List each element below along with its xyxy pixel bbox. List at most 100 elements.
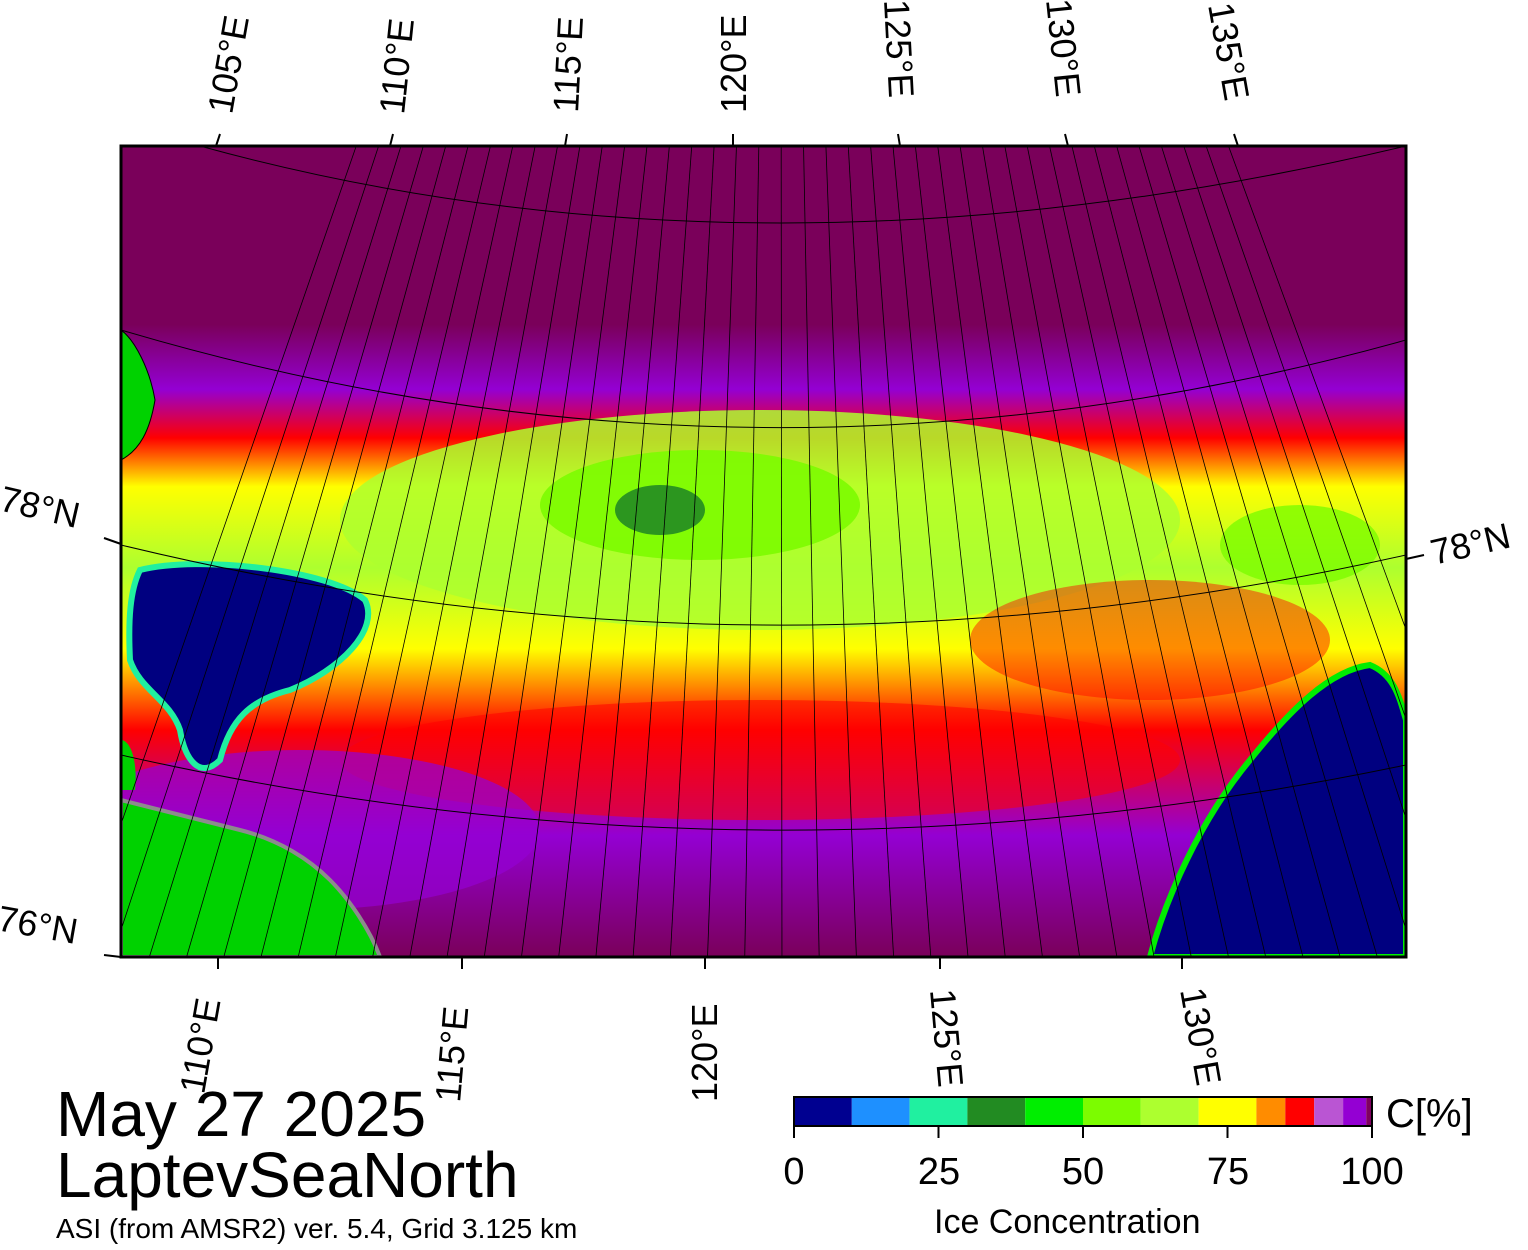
graticule-lon-line (803, 146, 820, 957)
tick (215, 133, 221, 147)
ice-edge-red-east (970, 580, 1330, 700)
graticule-lon-line (558, 146, 648, 957)
land-severnaya-zemlya (121, 329, 156, 461)
tick (389, 133, 394, 147)
graticule-lon-line (1228, 146, 1406, 631)
colorbar-bin (1256, 1097, 1286, 1126)
graticule-lon-line (1205, 146, 1406, 721)
tick (1405, 554, 1425, 560)
colorbar-bin (1366, 1097, 1372, 1126)
graticule-lon-line (260, 146, 469, 957)
graticule-lon-line (595, 146, 670, 957)
graticule-lon-line (892, 146, 969, 957)
colorbar-bin (1083, 1097, 1141, 1126)
colorbar-tick-label: 0 (783, 1151, 805, 1193)
colorbar-bin (1314, 1097, 1344, 1126)
colorbar-tick-label: 75 (1206, 1151, 1250, 1193)
bottom-lon-label: 130°E (1172, 984, 1229, 1088)
bottom-lon-label: 125°E (922, 987, 971, 1089)
colorbar-bin (1198, 1097, 1257, 1126)
graticule-lon-line (744, 146, 760, 957)
graticule-lon-line (780, 146, 783, 957)
tick (1233, 133, 1239, 147)
graticule-lon-line (870, 146, 932, 957)
graticule-lon-line (521, 146, 626, 957)
map-frame (119, 144, 1408, 959)
top-lon-label: 115°E (545, 16, 591, 114)
graticule-lon-group (121, 146, 1406, 957)
colorbar-bin (1285, 1097, 1315, 1126)
pack-ice-dense-1 (615, 485, 705, 535)
top-lon-label: 110°E (371, 16, 422, 116)
map-panel (121, 146, 1406, 957)
graticule-lon-line (914, 146, 1006, 957)
graticule-lon-line (669, 146, 715, 957)
bottom-lon-label: 120°E (684, 1004, 725, 1102)
graticule-lon-line (1071, 146, 1267, 957)
graticule-lon-line (1138, 146, 1378, 957)
graticule-lat-78 (121, 544, 1406, 626)
tick (897, 133, 901, 147)
graticule-lon-line (1116, 146, 1341, 957)
land-islet (121, 740, 136, 790)
graticule-lon-line (1093, 146, 1304, 957)
graticule-lon-line (1160, 146, 1406, 931)
colorbar-title: Ice Concentration (934, 1203, 1201, 1241)
colorbar-bin (1343, 1097, 1367, 1126)
graticule-lon-line (372, 146, 536, 957)
graticule-lon-line (1049, 146, 1229, 957)
map-subtitle: ASI (from AMSR2) ver. 5.4, Grid 3.125 km (56, 1213, 578, 1244)
top-lon-label: 135°E (1200, 0, 1257, 103)
graticule-lon-line (959, 146, 1081, 957)
graticule-lon-line (334, 146, 514, 957)
colorbar-bin (1025, 1097, 1083, 1126)
colorbar-unit-label: C[%] (1386, 1092, 1473, 1136)
lat-label-east: 78°N (1427, 515, 1515, 573)
graticule-lon-line (707, 146, 737, 957)
graticule-lon-line (223, 146, 447, 957)
lat-label-west: 78°N (0, 478, 84, 536)
colorbar-bin (909, 1097, 968, 1126)
colorbar-bin (794, 1097, 852, 1126)
tick (103, 954, 122, 958)
graticule-lon-line (121, 146, 357, 826)
top-lon-label: 130°E (1038, 0, 1089, 99)
colorbar-tick-label: 50 (1061, 1151, 1105, 1193)
graticule-lon-line (297, 146, 491, 957)
graticule-lon-line (1183, 146, 1406, 820)
tick (103, 537, 122, 545)
colorbar-bin (851, 1097, 910, 1126)
bottom-lon-label: 115°E (427, 1005, 476, 1104)
map-region: LaptevSeaNorth (56, 1139, 519, 1211)
graticule-lon-line (148, 146, 402, 957)
colorbar (793, 1096, 1373, 1138)
colorbar-tick-label: 100 (1340, 1151, 1404, 1193)
graticule-lat-80 (121, 329, 1406, 429)
graticule-lon-line (121, 146, 380, 932)
colorbar-bin (1140, 1097, 1199, 1126)
graticule-lon-line (937, 146, 1043, 957)
graticule-lon-line (409, 146, 558, 957)
map-date: May 27 2025 (56, 1078, 427, 1150)
graticule-lon-line (825, 146, 857, 957)
graticule-lon-line (1004, 146, 1155, 957)
graticule-lon-line (483, 146, 603, 957)
top-lon-label: 120°E (713, 15, 754, 113)
top-lon-label: 125°E (876, 0, 922, 99)
graticule-lon-line (632, 146, 693, 957)
tick (564, 133, 568, 147)
graticule-lat-77 (121, 754, 1406, 831)
top-lon-label: 105°E (200, 12, 257, 116)
graticule-lon-line (186, 146, 424, 957)
polynya-west (126, 561, 372, 771)
graticule-lon-line (847, 146, 894, 957)
graticule-lon-line (982, 146, 1118, 957)
colorbar-tick-label: 25 (917, 1151, 961, 1193)
graticule-lon-line (446, 146, 581, 957)
lat-label-south: 76°N (0, 898, 81, 952)
graticule-lon-line (1026, 146, 1192, 957)
pack-ice-east (1220, 505, 1380, 585)
tick (1064, 133, 1069, 147)
top-lon-axis: 105°E 110°E 115°E 120°E 125°E 130°E 135°… (200, 0, 1258, 147)
